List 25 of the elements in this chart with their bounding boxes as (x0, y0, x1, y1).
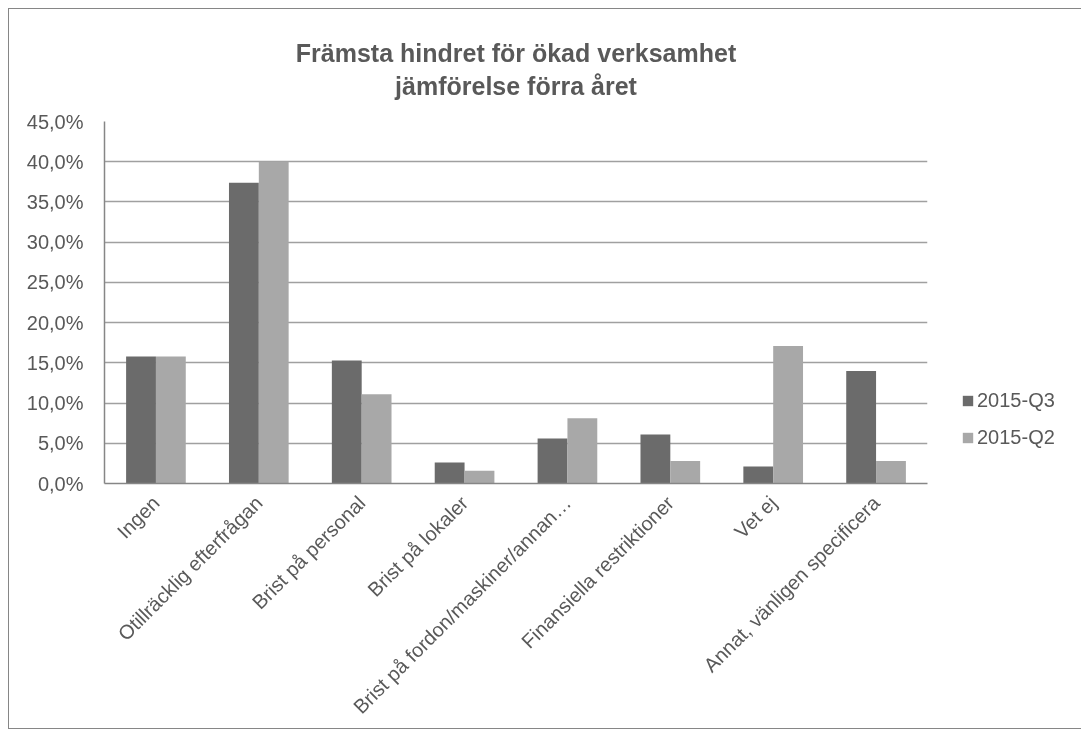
bar (537, 438, 568, 484)
bar (434, 462, 465, 484)
legend-label: 2015-Q3 (977, 389, 1055, 412)
y-tick-label: 20,0% (26, 311, 84, 334)
bar (228, 182, 259, 484)
y-tick-label: 45,0% (26, 110, 84, 133)
y-tick-label: 40,0% (26, 150, 84, 173)
bar (876, 460, 906, 484)
chart-title: Främsta hindret för ökad verksamhet jämförelse förra året (295, 38, 737, 101)
bar (464, 470, 495, 484)
x-tick-label: Vet ej (730, 491, 781, 543)
y-tick-label: 0,0% (37, 472, 84, 495)
y-tick-label: 15,0% (26, 351, 84, 374)
bar (331, 360, 362, 484)
y-tick-label: 25,0% (26, 271, 84, 294)
bar (126, 356, 156, 484)
legend-label: 2015-Q2 (977, 426, 1055, 449)
bar (670, 460, 701, 484)
y-tick-label: 10,0% (26, 392, 84, 415)
y-tick-label: 30,0% (26, 231, 84, 254)
bar (846, 370, 877, 484)
y-tick-label: 5,0% (37, 432, 84, 455)
bar (743, 466, 774, 484)
bar (640, 434, 671, 484)
y-tick-label: 35,0% (26, 190, 84, 213)
